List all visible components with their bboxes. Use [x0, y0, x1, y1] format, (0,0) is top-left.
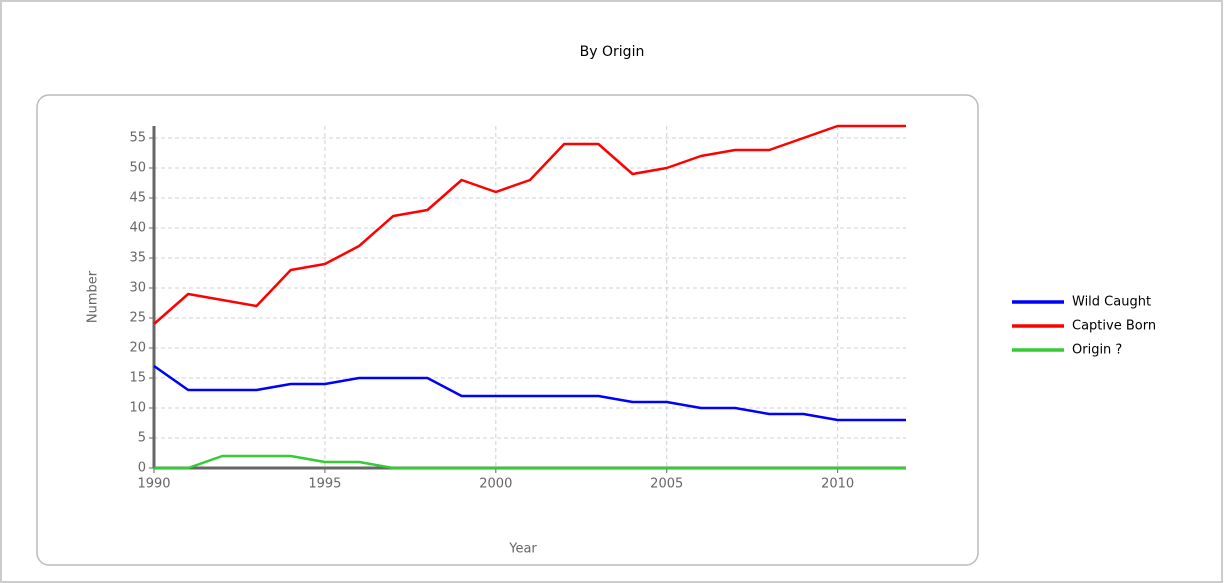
- line-series: [153, 364, 906, 422]
- x-tick-label: 1990: [137, 477, 170, 492]
- y-tick-label: 45: [129, 191, 146, 206]
- y-tick-label: 5: [138, 431, 146, 446]
- y-tick-label: 50: [129, 161, 146, 176]
- y-tick-label: 35: [129, 251, 146, 266]
- y-tick-label: 10: [129, 401, 146, 416]
- legend-label: Wild Caught: [1072, 295, 1151, 310]
- y-tick-label: 15: [129, 371, 146, 386]
- y-tick-label: 25: [129, 311, 146, 326]
- x-tick-label: 2005: [650, 477, 683, 492]
- y-tick-label: 30: [129, 281, 146, 296]
- plot-box: [36, 94, 979, 566]
- chart-title: By Origin: [580, 44, 645, 60]
- y-tick-label: 0: [138, 461, 146, 476]
- x-axis-label: Year: [508, 542, 537, 557]
- legend-label: Origin ?: [1072, 343, 1122, 358]
- line-series: [153, 124, 906, 325]
- x-tick-label: 2010: [821, 477, 854, 492]
- y-tick-label: 55: [129, 131, 146, 146]
- y-tick-label: 40: [129, 221, 146, 236]
- y-tick-label: 20: [129, 341, 146, 356]
- x-tick-label: 1995: [308, 477, 341, 492]
- x-tick-label: 2000: [479, 477, 512, 492]
- y-axis-label: Number: [86, 270, 101, 323]
- line-series: [154, 454, 906, 470]
- legend-label: Captive Born: [1072, 319, 1156, 334]
